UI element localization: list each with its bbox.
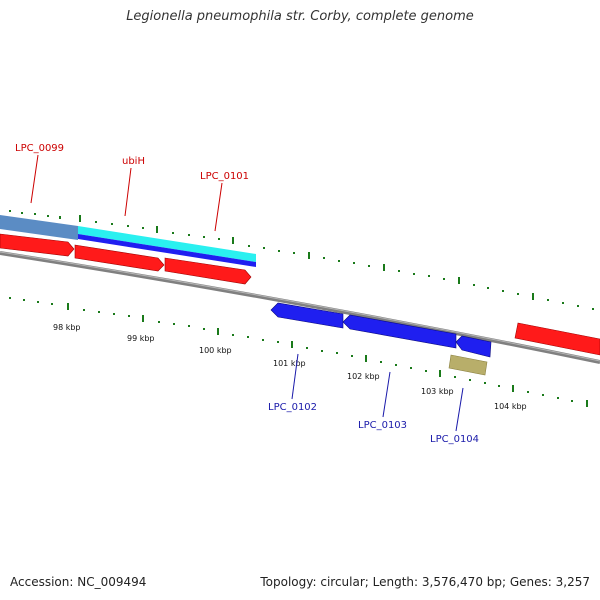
gene-arrow-LPC_0102[interactable] bbox=[270, 302, 344, 329]
map-title: Legionella pneumophila str. Corby, compl… bbox=[126, 9, 474, 24]
genome-backbone bbox=[0, 251, 600, 364]
tick-label-99kbp: 99 kbp bbox=[127, 334, 155, 343]
leader-line-ubiH bbox=[124, 167, 132, 217]
leader-line-LPC_0103 bbox=[382, 371, 391, 418]
feature-olive-block[interactable] bbox=[448, 354, 488, 376]
gene-label-LPC_0099[interactable]: LPC_0099 bbox=[15, 143, 64, 154]
leader-line-LPC_0101 bbox=[214, 182, 223, 232]
tick-label-101kbp: 101 kbp bbox=[273, 359, 306, 368]
selection-steel-block[interactable] bbox=[0, 215, 78, 240]
gene-arrow-LPC_0103[interactable] bbox=[342, 314, 457, 349]
selection-blue-bar[interactable] bbox=[78, 234, 256, 267]
gene-arrow-LPC_0101[interactable] bbox=[164, 257, 252, 285]
selection-cyan-bar[interactable] bbox=[78, 226, 256, 262]
reverse-gene-track[interactable] bbox=[270, 302, 492, 376]
gene-label-LPC_0103[interactable]: LPC_0103 bbox=[358, 420, 407, 431]
gene-arrow-LPC_0104[interactable] bbox=[455, 335, 492, 358]
gene-label-ubiH[interactable]: ubiH bbox=[122, 156, 145, 167]
gene-arrow-LPC_0099[interactable] bbox=[0, 233, 75, 257]
outer-tick-track bbox=[9, 210, 594, 310]
genome-backbone-highlight bbox=[0, 251, 600, 362]
tick-label-102kbp: 102 kbp bbox=[347, 372, 380, 381]
forward-gene-track[interactable] bbox=[0, 233, 600, 356]
tick-label-103kbp: 103 kbp bbox=[421, 387, 454, 396]
tick-label-100kbp: 100 kbp bbox=[199, 346, 232, 355]
genome-summary-text: Topology: circular; Length: 3,576,470 bp… bbox=[260, 575, 590, 589]
tick-label-104kbp: 104 kbp bbox=[494, 402, 527, 411]
leader-line-LPC_0099 bbox=[30, 154, 39, 204]
gene-arrow-right-edge[interactable] bbox=[514, 322, 600, 356]
gene-label-LPC_0101[interactable]: LPC_0101 bbox=[200, 171, 249, 182]
gene-label-LPC_0104[interactable]: LPC_0104 bbox=[430, 434, 479, 445]
leader-line-LPC_0104 bbox=[455, 387, 464, 432]
leader-line-LPC_0102 bbox=[291, 353, 299, 400]
selection-band[interactable] bbox=[0, 215, 256, 267]
gene-label-LPC_0102[interactable]: LPC_0102 bbox=[268, 402, 317, 413]
accession-text: Accession: NC_009494 bbox=[10, 575, 147, 589]
tick-label-98kbp: 98 kbp bbox=[53, 323, 81, 332]
gene-arrow-ubiH[interactable] bbox=[74, 244, 165, 272]
scale-track bbox=[9, 297, 588, 407]
